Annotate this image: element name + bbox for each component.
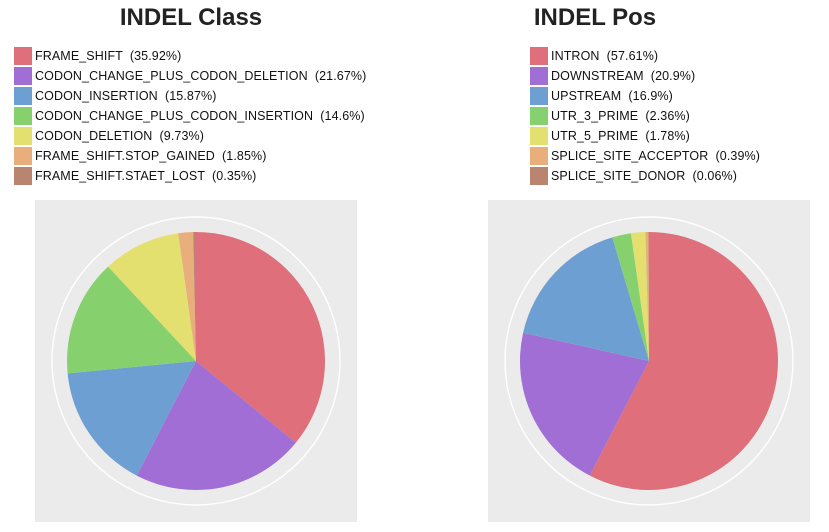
legend-swatch <box>530 107 548 125</box>
legend-label: SPLICE_SITE_ACCEPTOR (0.39%) <box>551 149 760 163</box>
chart-title: INDEL Class <box>119 4 263 31</box>
plot-area <box>35 200 357 522</box>
pie-slice-frame-shift-stop-gained <box>178 232 196 361</box>
legend: INTRON (57.61%) DOWNSTREAM (20.9%) UPSTREA… <box>530 46 760 186</box>
legend-item: SPLICE_SITE_DONOR (0.06%) <box>530 166 760 186</box>
pie-slice-intron <box>589 232 779 490</box>
pie-slice-codon-change-plus-codon-insertion <box>67 266 197 374</box>
pie-slice-utr-5-prime <box>630 232 649 361</box>
pie-slice-utr-3-prime <box>612 233 649 361</box>
indel-pos-panel: INDEL Pos INTRON (57.61%) DOWNSTREAM (20.… <box>414 0 828 532</box>
legend-item: UPSTREAM (16.9%) <box>530 86 760 106</box>
legend-label: FRAME_SHIFT (35.92%) <box>35 49 182 63</box>
polar-grid-ring <box>504 216 794 506</box>
legend-swatch <box>14 87 32 105</box>
pie-slice-splice-site-acceptor <box>645 232 649 361</box>
legend-label: CODON_INSERTION (15.87%) <box>35 89 217 103</box>
legend-item: CODON_INSERTION (15.87%) <box>14 86 366 106</box>
pie-slice-frame-shift-staet-lost <box>193 231 196 361</box>
legend-swatch <box>530 167 548 185</box>
legend-swatch <box>14 47 32 65</box>
legend-item: UTR_5_PRIME (1.78%) <box>530 126 760 146</box>
pie-chart <box>51 216 341 506</box>
legend-label: UTR_5_PRIME (1.78%) <box>551 129 690 143</box>
legend-swatch <box>530 127 548 145</box>
legend-label: FRAME_SHIFT.STAET_LOST (0.35%) <box>35 169 257 183</box>
pie-slice-codon-insertion <box>67 361 196 476</box>
legend-label: UPSTREAM (16.9%) <box>551 89 673 103</box>
pie-slice-frame-shift <box>196 232 326 443</box>
legend-swatch <box>14 107 32 125</box>
legend-item: CODON_CHANGE_PLUS_CODON_DELETION (21.67%… <box>14 66 366 86</box>
pie-slice-codon-change-plus-codon-deletion <box>136 361 296 491</box>
legend-label: SPLICE_SITE_DONOR (0.06%) <box>551 169 737 183</box>
legend-label: CODON_CHANGE_PLUS_CODON_INSERTION (14.6%… <box>35 109 365 123</box>
legend-swatch <box>14 147 32 165</box>
legend-swatch <box>14 127 32 145</box>
legend-item: DOWNSTREAM (20.9%) <box>530 66 760 86</box>
chart-title: INDEL Pos <box>533 4 657 31</box>
polar-grid-ring <box>51 216 341 506</box>
legend-label: CODON_DELETION (9.73%) <box>35 129 205 143</box>
legend-item: INTRON (57.61%) <box>530 46 760 66</box>
legend-swatch <box>14 167 32 185</box>
legend-swatch <box>530 47 548 65</box>
legend-swatch <box>530 87 548 105</box>
legend-item: CODON_DELETION (9.73%) <box>14 126 366 146</box>
legend-item: UTR_3_PRIME (2.36%) <box>530 106 760 126</box>
pie-slice-upstream <box>523 237 649 361</box>
plot-area <box>488 200 810 522</box>
legend-label: DOWNSTREAM (20.9%) <box>551 69 696 83</box>
legend-item: FRAME_SHIFT.STAET_LOST (0.35%) <box>14 166 366 186</box>
pie-slice-downstream <box>519 332 649 476</box>
legend-item: FRAME_SHIFT (35.92%) <box>14 46 366 66</box>
legend-swatch <box>14 67 32 85</box>
indel-class-panel: INDEL Class FRAME_SHIFT (35.92%) CODON_CH… <box>0 0 414 532</box>
legend-label: FRAME_SHIFT.STOP_GAINED (1.85%) <box>35 149 267 163</box>
legend-item: SPLICE_SITE_ACCEPTOR (0.39%) <box>530 146 760 166</box>
legend-label: INTRON (57.61%) <box>551 49 659 63</box>
legend-label: UTR_3_PRIME (2.36%) <box>551 109 690 123</box>
legend-item: FRAME_SHIFT.STOP_GAINED (1.85%) <box>14 146 366 166</box>
legend: FRAME_SHIFT (35.92%) CODON_CHANGE_PLUS_CO… <box>14 46 366 186</box>
legend-swatch <box>530 67 548 85</box>
pie-chart <box>504 216 794 506</box>
pie-slice-codon-deletion <box>108 233 196 361</box>
legend-swatch <box>530 147 548 165</box>
legend-label: CODON_CHANGE_PLUS_CODON_DELETION (21.67%… <box>35 69 367 83</box>
legend-item: CODON_CHANGE_PLUS_CODON_INSERTION (14.6%… <box>14 106 366 126</box>
